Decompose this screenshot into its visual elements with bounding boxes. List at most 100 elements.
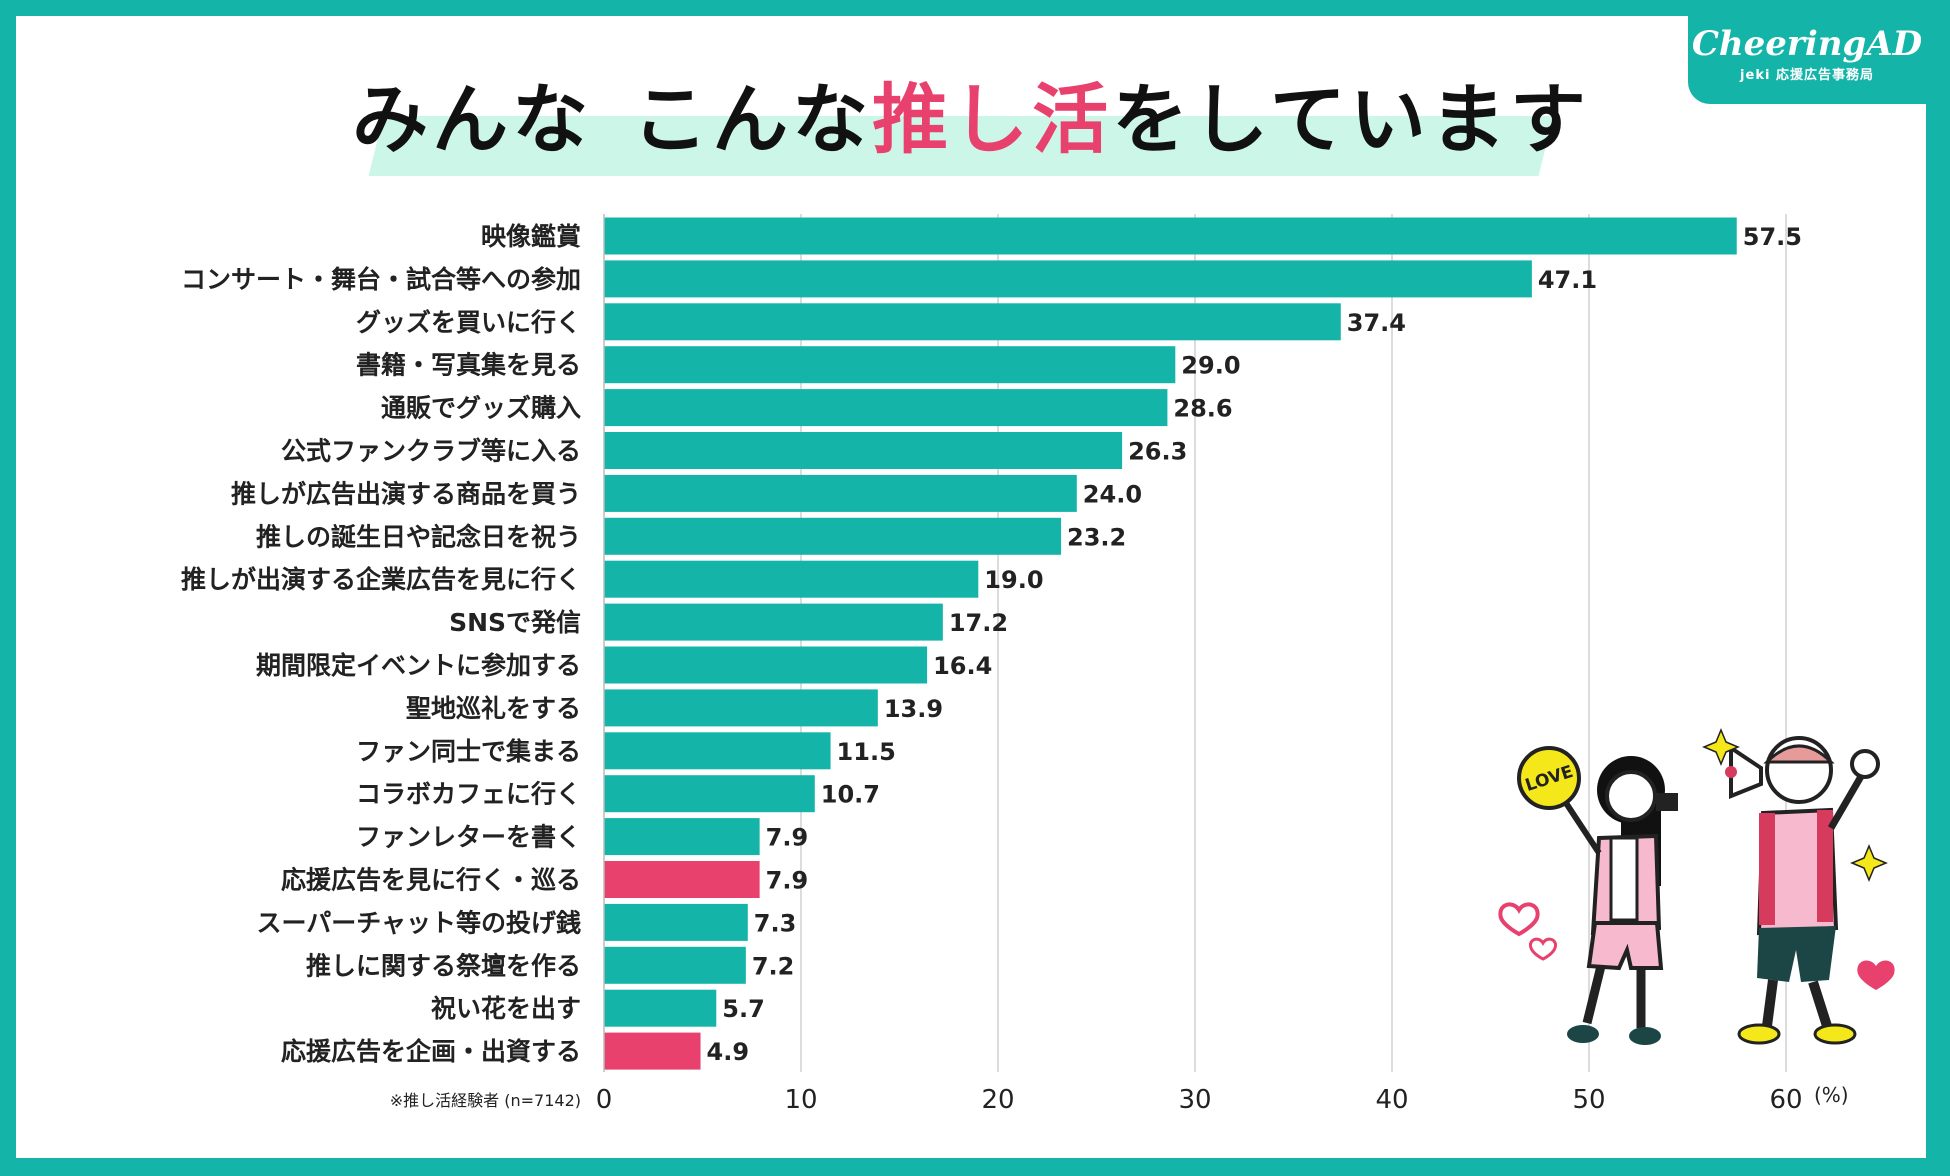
value-label: 24.0 [1083, 480, 1142, 508]
category-label: 書籍・写真集を見る [356, 351, 581, 380]
value-label: 47.1 [1538, 266, 1597, 294]
megaphone-icon [1729, 744, 1763, 799]
category-label: 応援広告を企画・出資する [281, 1037, 581, 1066]
bar [604, 732, 831, 770]
title-part-2: こんな [632, 75, 873, 164]
category-label: コラボカフェに行く [356, 780, 581, 809]
category-label: 推しが出演する企業広告を見に行く [181, 565, 581, 594]
chart-frame: みんな こんな推し活をしています CheeringAD jeki 応援広告事務局 … [16, 16, 1926, 1158]
boy-shorts [1757, 926, 1836, 982]
bar [604, 818, 760, 856]
value-label: 23.2 [1067, 523, 1126, 551]
value-label: 17.2 [949, 609, 1008, 637]
logo-sub-text: jeki 応援広告事務局 [1740, 68, 1874, 83]
value-label: 5.7 [722, 995, 765, 1023]
heart-small-icon [1529, 937, 1557, 961]
bar [604, 303, 1341, 341]
x-tick-label: 10 [784, 1085, 817, 1115]
category-label: コンサート・舞台・試合等への参加 [181, 265, 581, 294]
category-label: 推しの誕生日や記念日を祝う [256, 522, 581, 551]
page-title: みんな こんな推し活をしています [16, 58, 1926, 168]
x-tick-label: 0 [596, 1085, 613, 1115]
bar [604, 603, 943, 641]
boy-arm [1827, 771, 1867, 830]
bar [604, 389, 1168, 427]
x-tick-label: 60 [1769, 1085, 1802, 1115]
bar [604, 517, 1062, 555]
sparkle-small-icon [1850, 844, 1888, 882]
category-label: 推しが広告出演する商品を買う [231, 479, 581, 508]
girl-shoe-left [1567, 1025, 1599, 1043]
bar [604, 903, 748, 941]
title-part-3: をしています [1112, 75, 1590, 164]
heart-filled-icon [1857, 960, 1895, 990]
boy-shoe-left [1737, 1023, 1781, 1045]
boy-vest-right [1817, 810, 1833, 922]
bar [604, 946, 746, 984]
girl-shorts [1586, 921, 1664, 971]
girl-shirt [1609, 836, 1639, 922]
girl-figure: LOVE [1517, 746, 1678, 1045]
x-tick-label: 50 [1572, 1085, 1605, 1115]
bar [604, 260, 1532, 298]
boy-hair [1763, 744, 1835, 764]
value-label: 16.4 [933, 652, 992, 680]
value-label: 7.9 [766, 867, 809, 895]
girl-face [1605, 770, 1657, 822]
category-label: 聖地巡礼をする [406, 694, 581, 723]
girl-arm [1563, 801, 1602, 855]
value-label: 57.5 [1743, 223, 1802, 251]
bar [604, 346, 1176, 384]
value-label: 19.0 [984, 566, 1043, 594]
sparkle-icon [1702, 728, 1740, 766]
cheeringad-logo: CheeringAD jeki 応援広告事務局 [1688, 16, 1926, 104]
category-label: 推しに関する祭壇を作る [306, 951, 581, 980]
value-label: 10.7 [821, 781, 880, 809]
category-label: 公式ファンクラブ等に入る [281, 437, 581, 466]
value-label: 28.6 [1173, 395, 1232, 423]
category-label: ファンレターを書く [356, 823, 581, 852]
x-tick-label: 30 [1178, 1085, 1211, 1115]
bar [604, 646, 928, 684]
boy-shoe-right [1813, 1023, 1857, 1045]
value-label: 37.4 [1347, 309, 1406, 337]
girl-legs [1582, 964, 1646, 1028]
category-label: ファン同士で集まる [356, 737, 581, 766]
bar [604, 1032, 701, 1070]
boy-vest-left [1759, 813, 1775, 925]
sample-note: ※推し活経験者 (n=7142) [390, 1091, 581, 1110]
title-highlight: 推し活 [872, 75, 1113, 164]
value-label: 11.5 [837, 738, 896, 766]
value-label: 26.3 [1128, 438, 1187, 466]
category-label: 通販でグッズ購入 [381, 394, 581, 423]
category-label: 期間限定イベントに参加する [256, 651, 581, 680]
bar-chart: 映像鑑賞 57.5 コンサート・舞台・試合等への参加 47.1 グッズを買いに行く 37.… [181, 214, 1849, 1115]
title-part-1: みんな [352, 75, 593, 164]
bar [604, 432, 1123, 469]
boy-legs [1762, 979, 1832, 1028]
x-tick-label: 40 [1375, 1085, 1408, 1115]
boy-figure [1725, 736, 1880, 1045]
bar [604, 861, 760, 898]
value-label: 7.2 [752, 952, 795, 980]
value-label: 4.9 [707, 1038, 750, 1066]
category-label: SNSで発信 [449, 608, 581, 637]
bar [604, 474, 1077, 512]
love-sign [1517, 746, 1581, 810]
bar [604, 989, 717, 1027]
cheering-fans-illustration: LOVE [1498, 728, 1895, 1045]
logo-main-text: CheeringAD [1691, 24, 1923, 64]
category-label: スーパーチャット等の投げ銭 [256, 908, 581, 937]
category-label: 祝い花を出す [431, 994, 581, 1023]
value-label: 13.9 [884, 695, 943, 723]
megaphone-mouth [1725, 766, 1737, 778]
value-label: 7.9 [766, 824, 809, 852]
boy-fist [1850, 749, 1880, 779]
value-label: 7.3 [754, 909, 797, 937]
x-tick-label: 20 [981, 1085, 1014, 1115]
category-label: 応援広告を見に行く・巡る [281, 866, 581, 895]
bar [604, 560, 979, 598]
bar [604, 775, 815, 813]
bar [604, 217, 1737, 255]
x-unit-label: (%) [1814, 1083, 1849, 1107]
